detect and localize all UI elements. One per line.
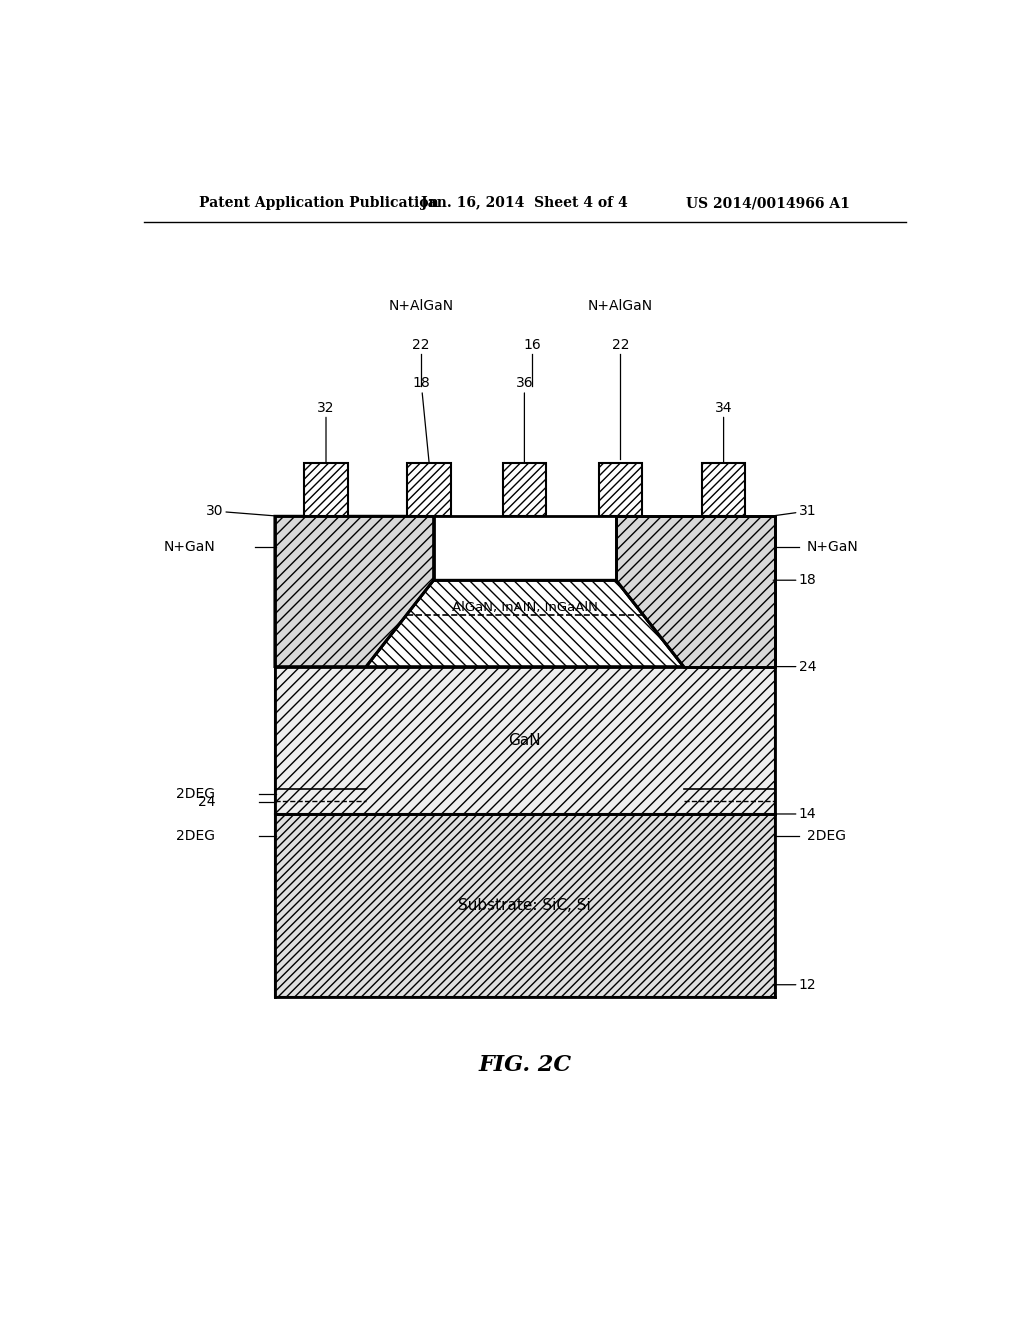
Polygon shape (304, 463, 348, 516)
Polygon shape (367, 581, 684, 667)
Polygon shape (274, 667, 775, 814)
Text: Patent Application Publication: Patent Application Publication (200, 197, 439, 210)
Text: FIG. 2C: FIG. 2C (478, 1055, 571, 1076)
Text: 31: 31 (771, 504, 816, 517)
Text: GaN: GaN (509, 733, 541, 748)
Text: AlGaN, InAlN, InGaAlN: AlGaN, InAlN, InGaAlN (452, 601, 598, 614)
Text: Substrate: SiC, Si: Substrate: SiC, Si (459, 898, 591, 913)
Polygon shape (274, 814, 775, 997)
Text: N+GaN: N+GaN (807, 540, 858, 553)
Text: 24: 24 (773, 660, 816, 673)
Text: 30: 30 (206, 504, 279, 517)
Text: 24: 24 (198, 795, 215, 809)
Text: 36: 36 (516, 376, 534, 463)
Text: 12: 12 (773, 978, 816, 991)
Text: 2DEG: 2DEG (176, 787, 215, 801)
Text: 2DEG: 2DEG (176, 829, 215, 843)
Polygon shape (701, 463, 745, 516)
Text: N+AlGaN: N+AlGaN (588, 298, 653, 313)
Text: 18: 18 (413, 376, 430, 463)
Text: 22: 22 (611, 338, 629, 351)
Polygon shape (274, 516, 433, 667)
Polygon shape (503, 463, 546, 516)
Polygon shape (408, 463, 451, 516)
Text: 32: 32 (317, 400, 335, 463)
Text: Jan. 16, 2014  Sheet 4 of 4: Jan. 16, 2014 Sheet 4 of 4 (422, 197, 628, 210)
Text: 22: 22 (413, 338, 430, 351)
Text: 16: 16 (523, 338, 542, 351)
Text: 2DEG: 2DEG (807, 829, 846, 843)
Text: 18: 18 (773, 573, 816, 587)
Text: 34: 34 (715, 400, 732, 463)
Text: US 2014/0014966 A1: US 2014/0014966 A1 (686, 197, 850, 210)
Text: N+GaN: N+GaN (164, 540, 215, 553)
Text: 14: 14 (773, 807, 816, 821)
Polygon shape (616, 516, 775, 667)
Text: N+AlGaN: N+AlGaN (389, 298, 454, 313)
Polygon shape (599, 463, 642, 516)
